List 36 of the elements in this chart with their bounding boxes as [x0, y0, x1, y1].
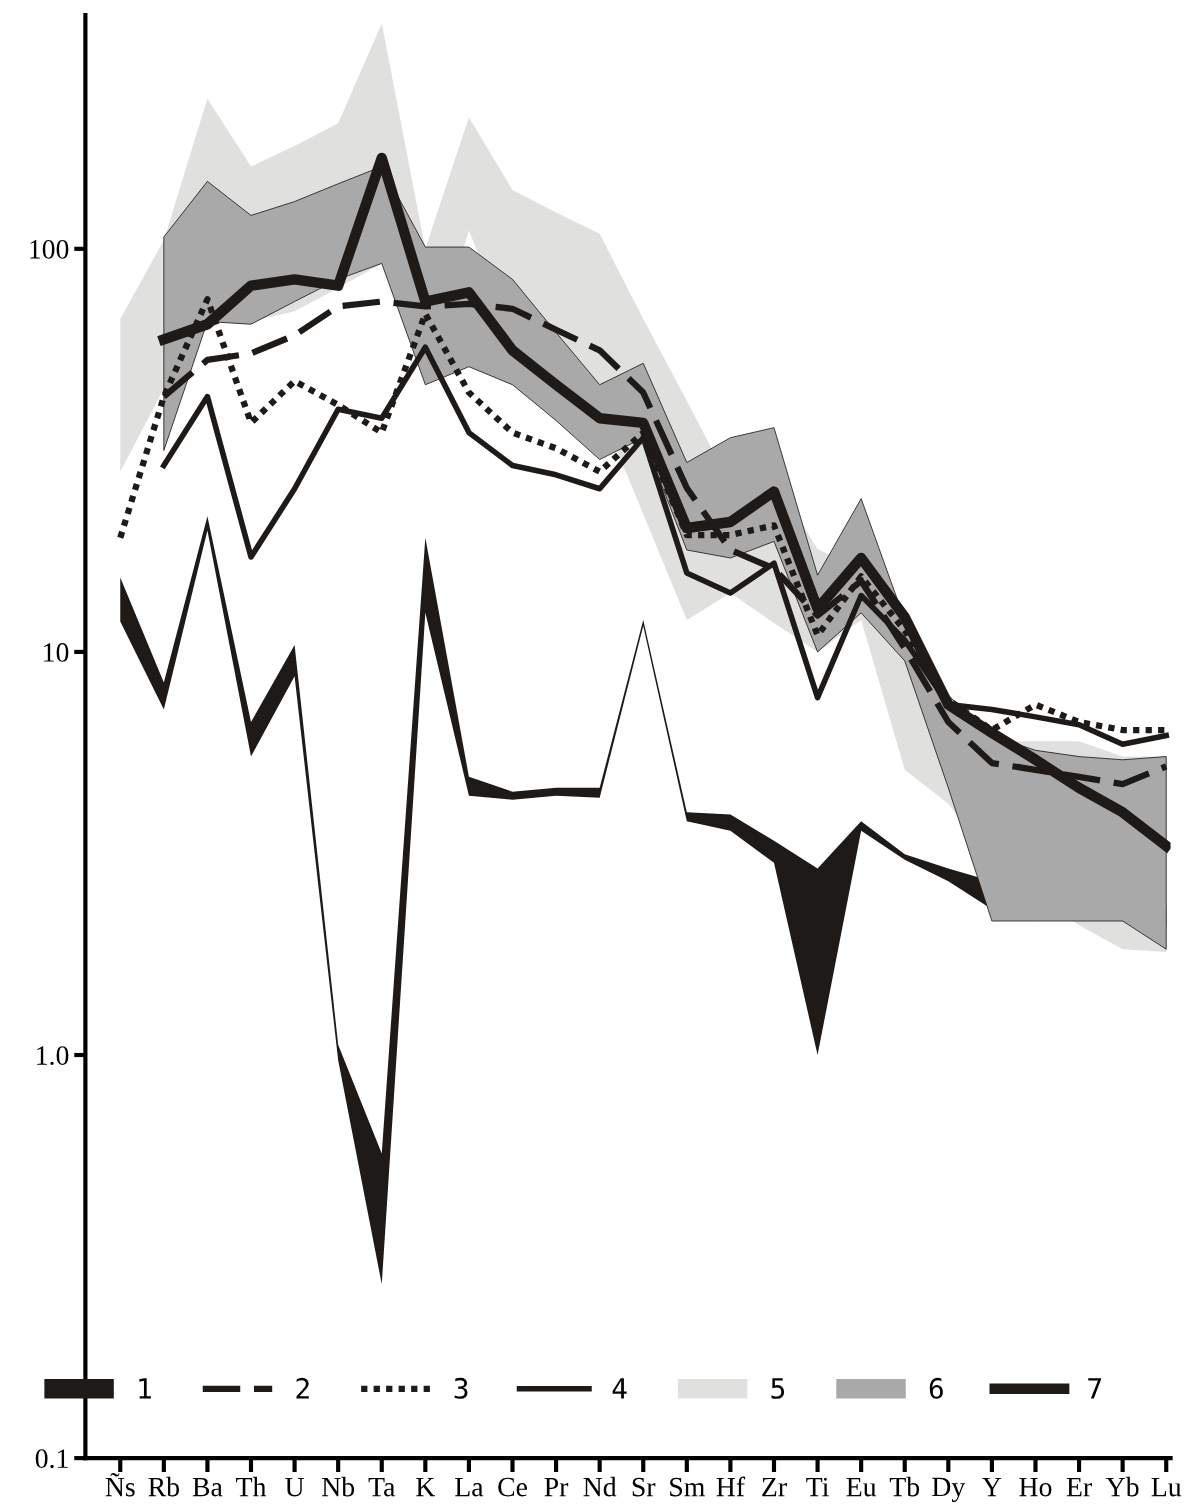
x-tick-label: Ta — [368, 1477, 396, 1497]
x-tick-label: Y — [982, 1477, 1002, 1497]
legend-label: 6 — [929, 1377, 943, 1399]
x-tick-label: Eu — [846, 1477, 877, 1497]
x-tick-label: Yb — [1105, 1476, 1139, 1497]
x-tick-label: Ba — [192, 1477, 223, 1497]
legend-label: 1 — [139, 1378, 151, 1399]
x-tick-label: U — [285, 1477, 305, 1497]
legend-label: 4 — [612, 1378, 627, 1399]
x-tick-label: Ti — [806, 1477, 829, 1497]
x-tick-label: Zr — [762, 1477, 787, 1497]
x-tick-label: Dy — [932, 1477, 966, 1503]
x-tick-label: Rb — [148, 1476, 179, 1497]
x-tick-label: K — [416, 1477, 436, 1497]
x-tick-label: Er — [1066, 1477, 1092, 1497]
x-tick-label: Sr — [632, 1477, 656, 1497]
y-tick-label: 100 — [30, 239, 69, 259]
x-tick-label: Tb — [889, 1476, 920, 1497]
legend-label: 5 — [771, 1378, 785, 1399]
x-tick-label: Ce — [498, 1477, 527, 1497]
x-tick-label: Sm — [670, 1477, 705, 1497]
y-tick-label: 0.1 — [35, 1449, 68, 1469]
x-tick-label: Th — [236, 1476, 267, 1497]
x-tick-label: Nb — [321, 1476, 355, 1497]
x-tick-label: Ñs — [105, 1472, 135, 1497]
legend-label: 2 — [296, 1377, 309, 1399]
x-tick-label: La — [455, 1477, 484, 1497]
y-tick-label: 1.0 — [37, 1046, 69, 1066]
x-tick-label: Nd — [583, 1476, 617, 1497]
x-tick-label: Ho — [1019, 1477, 1052, 1497]
legend-label: 3 — [454, 1377, 468, 1399]
legend-label: 7 — [1088, 1378, 1101, 1399]
y-tick-label: 10 — [44, 643, 69, 662]
x-tick-label: Pr — [544, 1477, 569, 1497]
x-tick-label: Hf — [716, 1476, 746, 1497]
x-tick-label: Lu — [1151, 1477, 1182, 1497]
